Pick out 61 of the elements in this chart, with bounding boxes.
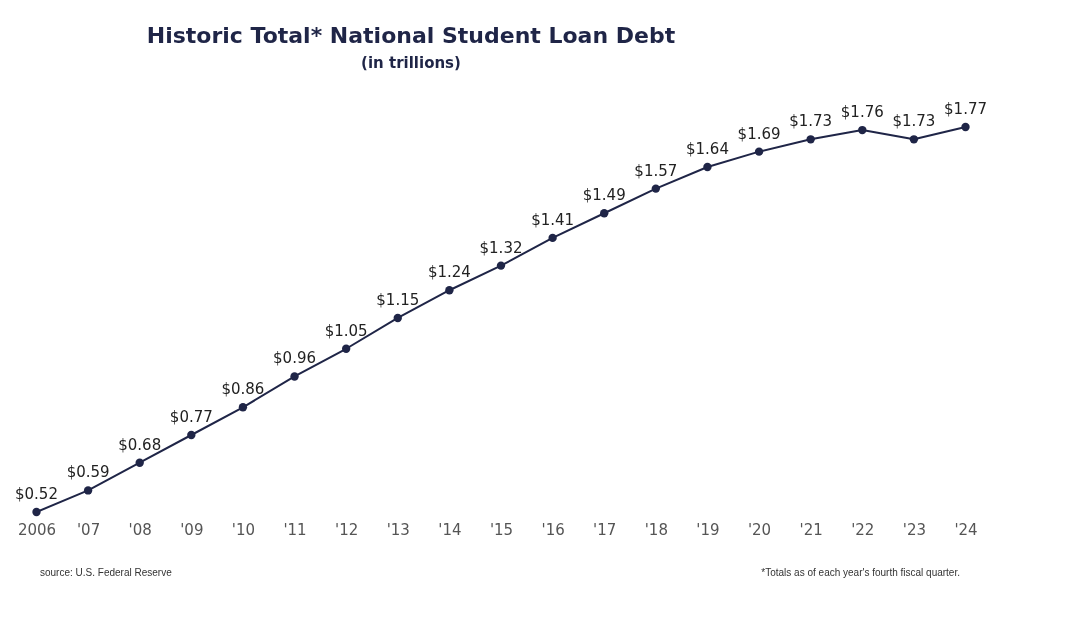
data-label: $1.57 xyxy=(634,161,678,180)
point xyxy=(548,233,557,243)
point xyxy=(83,486,93,495)
data-label: $1.15 xyxy=(376,290,420,309)
data-label: $1.41 xyxy=(531,210,575,229)
x-tick-label: '15 xyxy=(489,520,514,539)
chart-title: Historic Total* National Student Loan Debt xyxy=(146,23,676,48)
point xyxy=(445,286,454,295)
x-tick-label: '23 xyxy=(902,520,927,539)
data-label: $0.86 xyxy=(221,380,265,399)
data-label: $0.52 xyxy=(15,485,58,503)
point xyxy=(961,122,970,132)
x-tick-label: '21 xyxy=(799,520,823,539)
data-label: $0.96 xyxy=(273,349,317,368)
point xyxy=(496,261,506,270)
data-label: $1.49 xyxy=(582,186,626,205)
chart-subtitle: (in trillions) xyxy=(361,54,461,72)
x-tick-label: '11 xyxy=(283,520,307,539)
point xyxy=(393,313,402,323)
x-tick-label: '14 xyxy=(438,520,462,539)
point xyxy=(703,162,712,172)
point xyxy=(651,184,661,193)
point xyxy=(341,344,351,353)
point xyxy=(600,209,609,218)
data-label: $1.69 xyxy=(737,124,781,143)
point xyxy=(806,135,815,144)
point xyxy=(858,125,867,135)
data-label: $0.77 xyxy=(169,408,213,426)
point xyxy=(238,403,248,412)
x-tick-label: '18 xyxy=(644,520,668,539)
x-tick-label: '12 xyxy=(335,520,359,539)
x-tick-label: '07 xyxy=(76,520,101,539)
data-label: $1.73 xyxy=(789,112,833,131)
x-tick-label: '13 xyxy=(386,520,410,539)
x-tick-label: '16 xyxy=(541,520,565,539)
text: *Totals as of each year's fourth fiscal quarter. xyxy=(761,567,960,578)
point xyxy=(187,430,196,440)
x-tick-label: '20 xyxy=(747,520,772,539)
data-label: $0.59 xyxy=(66,463,110,482)
x-tick-label: '17 xyxy=(593,520,617,539)
source-note: source: U.S. Federal Reserve xyxy=(40,567,172,578)
data-label: $0.68 xyxy=(118,435,162,454)
data-label: $1.77 xyxy=(944,100,987,118)
point xyxy=(135,458,144,467)
x-tick-label: '08 xyxy=(128,520,152,539)
data-label: $1.05 xyxy=(324,321,368,340)
point xyxy=(909,135,919,144)
point xyxy=(754,147,764,156)
data-label: $1.64 xyxy=(685,140,729,159)
point xyxy=(290,372,299,381)
point xyxy=(32,507,41,517)
x-tick-label: '09 xyxy=(180,520,204,539)
x-tick-label: 2006 xyxy=(17,520,57,539)
data-label: $1.32 xyxy=(479,238,523,257)
x-tick-label: '24 xyxy=(954,520,978,539)
x-tick-label: '10 xyxy=(231,520,256,539)
data-label: $1.73 xyxy=(892,112,936,131)
x-tick-label: '22 xyxy=(851,520,875,539)
data-label: $1.24 xyxy=(427,263,471,282)
x-tick-label: '19 xyxy=(696,520,720,539)
data-label: $1.76 xyxy=(840,103,884,122)
